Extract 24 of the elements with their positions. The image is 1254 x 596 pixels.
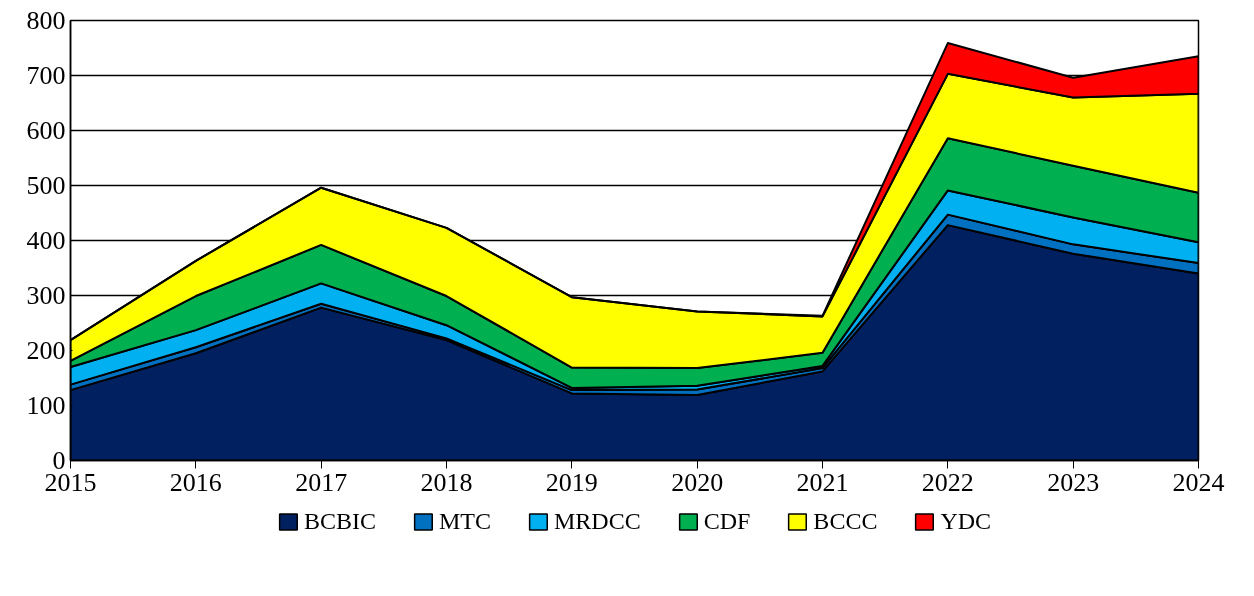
legend-label: MRDCC xyxy=(553,507,641,535)
x-tick-label: 2022 xyxy=(921,467,974,497)
x-tick-label: 2019 xyxy=(545,467,598,497)
x-tick-label: 2021 xyxy=(796,467,849,497)
x-tick-label: 2023 xyxy=(1047,467,1100,497)
y-tick-label: 300 xyxy=(26,281,66,310)
y-tick-label: 200 xyxy=(26,336,66,365)
legend-label: CDF xyxy=(703,507,751,535)
x-tick-label: 2016 xyxy=(169,467,222,497)
legend-label: YDC xyxy=(940,507,992,535)
y-tick-label: 600 xyxy=(26,116,66,145)
x-tick-label: 2024 xyxy=(1172,467,1225,497)
x-tick-label: 2018 xyxy=(420,467,473,497)
legend-label: BCCC xyxy=(813,507,878,535)
y-tick-label: 400 xyxy=(26,226,66,255)
x-tick-label: 2020 xyxy=(671,467,724,497)
x-tick-label: 2017 xyxy=(295,467,348,497)
y-tick-label: 100 xyxy=(26,391,66,420)
legend-label: BCBIC xyxy=(303,507,376,535)
y-tick-label: 500 xyxy=(26,171,66,200)
y-tick-label: 700 xyxy=(26,61,66,90)
legend-label: MTC xyxy=(438,507,491,535)
y-tick-label: 0 xyxy=(52,446,66,475)
y-tick-label: 800 xyxy=(26,6,66,35)
